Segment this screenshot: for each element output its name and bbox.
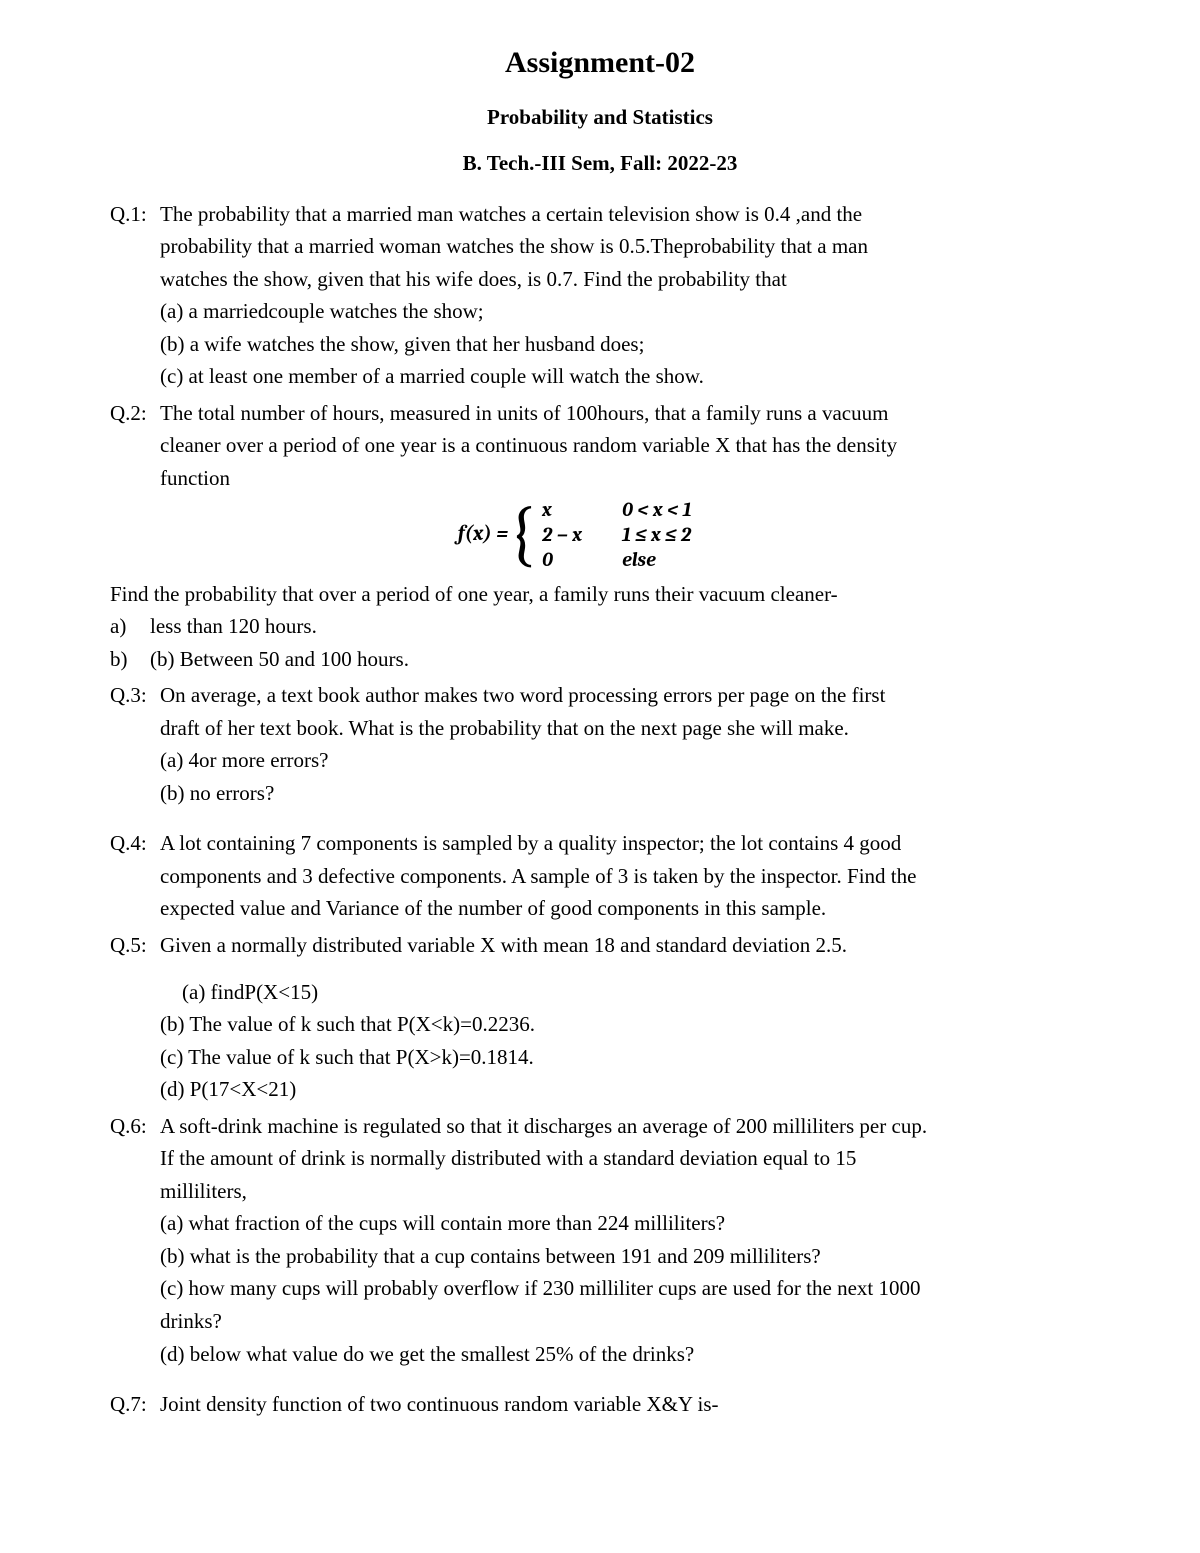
case-1-expr: x — [542, 497, 622, 522]
doc-semester: B. Tech.-III Sem, Fall: 2022-23 — [110, 147, 1090, 180]
q1-part-c: (c) at least one member of a married cou… — [110, 360, 1090, 393]
case-1-cond: 0 < x < 1 — [622, 497, 742, 522]
q2-line3: function — [110, 462, 1090, 495]
q3-part-a: (a) 4or more errors? — [110, 744, 1090, 777]
formula-lhs: f(x) = — [458, 518, 508, 551]
q1-line2: probability that a married woman watches… — [110, 230, 1090, 263]
q5-part-c: (c) The value of k such that P(X>k)=0.18… — [110, 1041, 1090, 1074]
q6-part-a: (a) what fraction of the cups will conta… — [110, 1207, 1090, 1240]
doc-subtitle: Probability and Statistics — [110, 101, 1090, 134]
q2-a-label: a) — [110, 610, 150, 643]
q3-number: Q.3: — [110, 679, 160, 712]
q5-part-d: (d) P(17<X<21) — [110, 1073, 1090, 1106]
q2-b-text: (b) Between 50 and 100 hours. — [150, 643, 409, 676]
q6-number: Q.6: — [110, 1110, 160, 1143]
q2-line1: The total number of hours, measured in u… — [160, 397, 888, 430]
question-5: Q.5: Given a normally distributed variab… — [110, 929, 1090, 1106]
question-6: Q.6: A soft-drink machine is regulated s… — [110, 1110, 1090, 1370]
q6-part-d: (d) below what value do we get the small… — [110, 1338, 1090, 1371]
q7-number: Q.7: — [110, 1388, 160, 1421]
q4-number: Q.4: — [110, 827, 160, 860]
q2-a-text: less than 120 hours. — [150, 610, 317, 643]
q3-line2: draft of her text book. What is the prob… — [110, 712, 1090, 745]
q6-part-c-line1: (c) how many cups will probably overflow… — [110, 1272, 1090, 1305]
question-2: Q.2: The total number of hours, measured… — [110, 397, 1090, 675]
doc-title: Assignment-02 — [110, 40, 1090, 87]
q2-b-label: b) — [110, 643, 150, 676]
q7-line1: Joint density function of two continuous… — [160, 1388, 719, 1421]
q1-line1: The probability that a married man watch… — [160, 198, 862, 231]
case-2-expr: 2 − x — [542, 522, 622, 547]
q3-line1: On average, a text book author makes two… — [160, 679, 885, 712]
q1-line3: watches the show, given that his wife do… — [110, 263, 1090, 296]
q6-line2: If the amount of drink is normally distr… — [110, 1142, 1090, 1175]
q2-post: Find the probability that over a period … — [110, 578, 1090, 611]
q4-line1: A lot containing 7 components is sampled… — [160, 827, 901, 860]
q4-line3: expected value and Variance of the numbe… — [110, 892, 1090, 925]
case-2-cond: 1 ≤ x ≤ 2 — [622, 522, 742, 547]
q1-part-a: (a) a marriedcouple watches the show; — [110, 295, 1090, 328]
question-1: Q.1: The probability that a married man … — [110, 198, 1090, 393]
q5-part-a: (a) findP(X<15) — [110, 976, 1090, 1009]
q1-number: Q.1: — [110, 198, 160, 231]
q5-line1: Given a normally distributed variable X … — [160, 929, 847, 962]
q3-part-b: (b) no errors? — [110, 777, 1090, 810]
q2-number: Q.2: — [110, 397, 160, 430]
case-3-cond: else — [622, 547, 742, 572]
question-4: Q.4: A lot containing 7 components is sa… — [110, 827, 1090, 925]
question-7: Q.7: Joint density function of two conti… — [110, 1388, 1090, 1421]
q6-line3: milliliters, — [110, 1175, 1090, 1208]
q6-part-b: (b) what is the probability that a cup c… — [110, 1240, 1090, 1273]
question-3: Q.3: On average, a text book author make… — [110, 679, 1090, 809]
case-3-expr: 0 — [542, 547, 622, 572]
q4-line2: components and 3 defective components. A… — [110, 860, 1090, 893]
q5-part-b: (b) The value of k such that P(X<k)=0.22… — [110, 1008, 1090, 1041]
q5-number: Q.5: — [110, 929, 160, 962]
q2-line2: cleaner over a period of one year is a c… — [110, 429, 1090, 462]
formula-brace: { — [508, 498, 536, 570]
q2-formula: f(x) = { x0 < x < 1 2 − x1 ≤ x ≤ 2 0else — [110, 497, 1090, 572]
q1-part-b: (b) a wife watches the show, given that … — [110, 328, 1090, 361]
q6-part-c-line2: drinks? — [110, 1305, 1090, 1338]
q6-line1: A soft-drink machine is regulated so tha… — [160, 1110, 927, 1143]
